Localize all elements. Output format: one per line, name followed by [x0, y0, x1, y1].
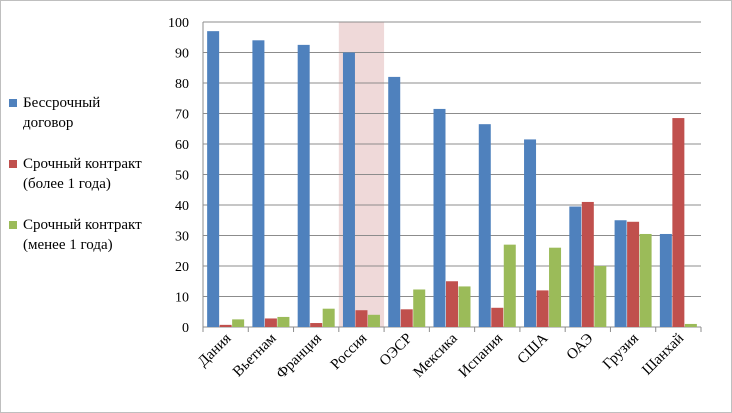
bar-s0-5	[433, 108, 446, 327]
x-tick-label-6: Испания	[456, 330, 506, 380]
bar-s2-6	[503, 244, 516, 327]
bar-s1-10	[672, 118, 685, 327]
legend-swatch-fixed-short	[9, 221, 17, 229]
bar-s2-10	[684, 323, 697, 327]
bar-s0-7	[524, 139, 537, 327]
x-tick-label-10: Шанхай	[639, 331, 687, 379]
bar-s0-10	[659, 233, 672, 327]
legend-swatch-permanent	[9, 99, 17, 107]
y-tick-label-20: 20	[175, 260, 189, 275]
x-tick-label-7: США	[515, 330, 552, 367]
bar-s1-4	[400, 309, 413, 327]
legend-swatch-fixed-long	[9, 160, 17, 168]
bar-s0-9	[614, 220, 627, 327]
bar-s0-2	[297, 44, 310, 327]
bar-s2-8	[594, 266, 607, 327]
bar-s0-6	[478, 124, 491, 327]
legend: Бессрочный договор Срочный контракт (бол…	[9, 93, 169, 276]
y-tick-label-10: 10	[175, 291, 189, 306]
bar-s1-5	[446, 281, 458, 327]
bar-s1-7	[536, 290, 549, 327]
x-tick-label-9: Грузия	[600, 330, 642, 372]
x-tick-label-2: Франция	[273, 330, 325, 382]
bar-s1-8	[581, 201, 594, 327]
legend-label-fixed-short: Срочный контракт (менее 1 года)	[23, 217, 142, 253]
y-tick-label-80: 80	[175, 77, 189, 92]
legend-item-fixed-long: Срочный контракт (более 1 года)	[9, 154, 169, 194]
x-tick-label-0: Дания	[195, 330, 235, 370]
y-tick-label-70: 70	[175, 108, 189, 123]
bar-s1-2	[310, 323, 323, 327]
bar-s1-6	[491, 307, 504, 327]
y-tick-label-0: 0	[182, 321, 189, 336]
y-tick-label-90: 90	[175, 47, 189, 62]
y-tick-label-30: 30	[175, 230, 189, 245]
bar-s0-8	[569, 206, 582, 327]
bar-s1-3	[355, 310, 368, 327]
bar-s0-3	[342, 52, 355, 327]
bar-s2-7	[549, 247, 562, 327]
x-tick-label-4: ОЭСР	[377, 331, 416, 370]
bar-s1-1	[264, 318, 277, 327]
bar-s0-1	[252, 40, 265, 328]
legend-item-fixed-short: Срочный контракт (менее 1 года)	[9, 215, 169, 255]
bar-s2-5	[458, 286, 471, 327]
bar-s2-9	[639, 233, 652, 327]
x-tick-label-8: ОАЭ	[564, 330, 597, 363]
y-tick-label-60: 60	[175, 138, 189, 153]
bar-s2-4	[413, 289, 426, 327]
bar-s2-0	[232, 319, 245, 327]
bar-s2-2	[322, 308, 335, 327]
bar-s0-4	[388, 76, 401, 328]
bar-s0-0	[207, 31, 220, 328]
legend-item-permanent: Бессрочный договор	[9, 93, 169, 133]
x-tick-label-5: Мексика	[411, 330, 462, 381]
x-tick-label-3: Россия	[328, 330, 371, 373]
bar-s1-0	[219, 324, 232, 327]
legend-label-fixed-long: Срочный контракт (более 1 года)	[23, 156, 142, 192]
x-tick-label-1: Вьетнам	[230, 330, 280, 380]
y-tick-label-100: 100	[168, 16, 189, 31]
y-tick-label-50: 50	[175, 169, 189, 184]
legend-label-permanent: Бессрочный договор	[23, 95, 101, 131]
bar-s2-1	[277, 316, 290, 327]
y-tick-label-40: 40	[175, 199, 189, 214]
bar-s1-9	[627, 221, 640, 327]
bar-s2-3	[367, 314, 380, 327]
